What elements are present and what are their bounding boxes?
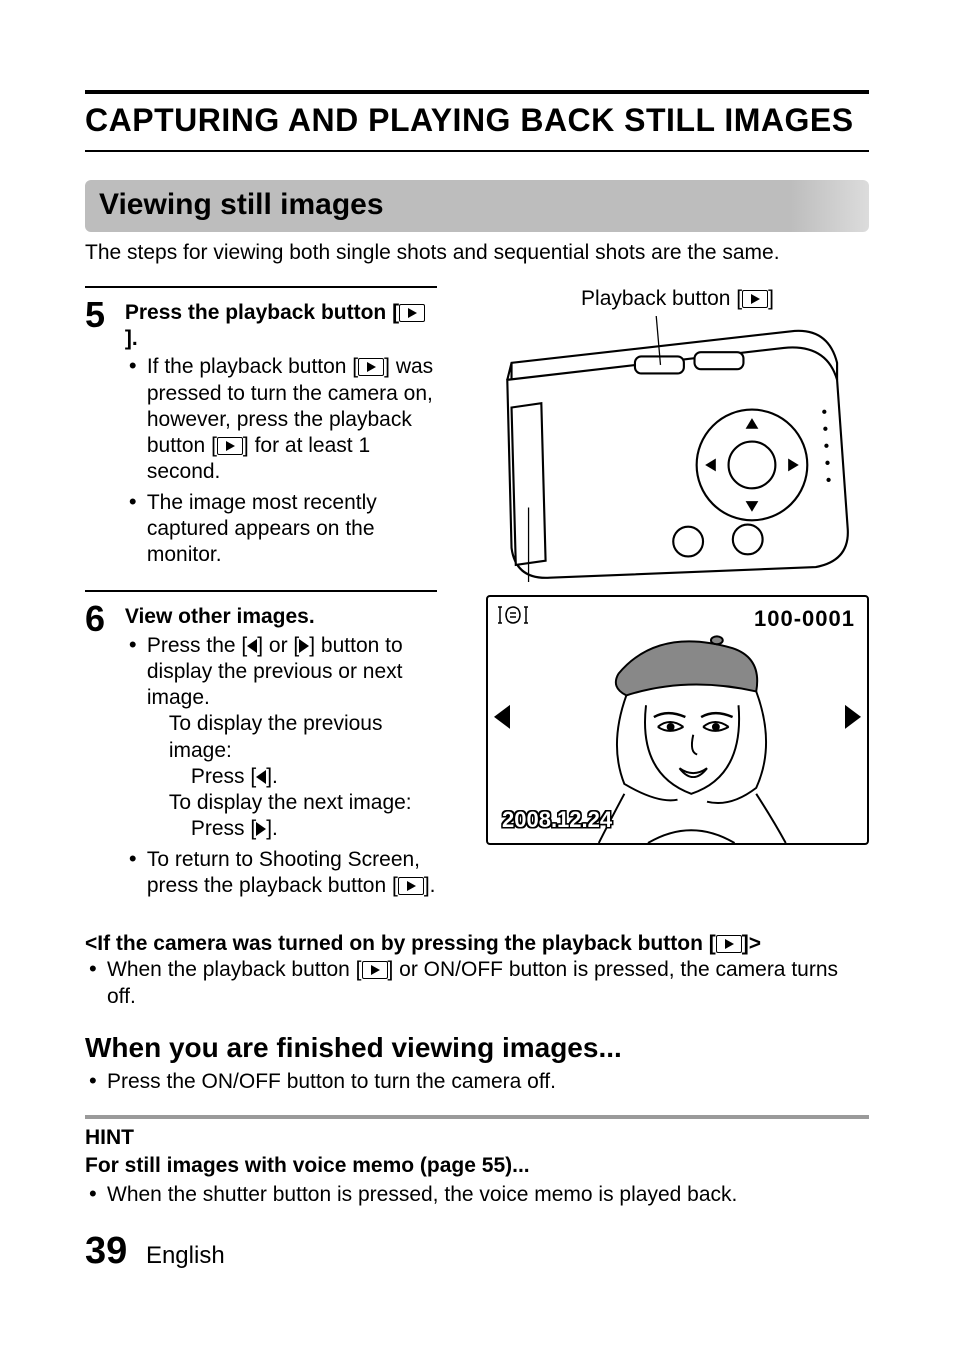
- t: ]>: [742, 932, 761, 955]
- playback-icon: [362, 961, 388, 979]
- t: If the playback button [: [147, 355, 358, 378]
- playback-icon: [358, 358, 384, 376]
- playback-icon: [399, 304, 425, 322]
- t: ].: [424, 874, 436, 897]
- chapter-title: CAPTURING AND PLAYING BACK STILL IMAGES: [85, 90, 869, 152]
- finished-heading: When you are finished viewing images...: [85, 1030, 869, 1065]
- next-image-arrow: [845, 705, 861, 735]
- note-heading: <If the camera was turned on by pressing…: [85, 931, 869, 957]
- language-label: English: [146, 1242, 225, 1269]
- playback-on-note: <If the camera was turned on by pressing…: [85, 931, 869, 1010]
- page-number: 39: [85, 1230, 127, 1272]
- t: When the playback button [: [107, 958, 362, 981]
- note-body: When the playback button [] or ON/OFF bu…: [107, 957, 869, 1010]
- camera-illustration: [486, 316, 869, 582]
- prev-action: Press [].: [147, 764, 437, 790]
- step-5: 5 Press the playback button []. If the p…: [85, 286, 437, 573]
- left-column: 5 Press the playback button []. If the p…: [85, 286, 468, 921]
- t: ].: [266, 817, 278, 840]
- left-arrow-icon: [256, 770, 266, 784]
- t: Press [: [191, 817, 256, 840]
- step6-bullet-2: To return to Shooting Screen, press the …: [147, 847, 437, 900]
- playback-icon: [217, 437, 243, 455]
- t: ]: [768, 287, 774, 310]
- playback-icon: [716, 935, 742, 953]
- next-label: To display the next image:: [147, 790, 437, 816]
- next-action: Press [].: [147, 816, 437, 842]
- t: Press [: [191, 765, 256, 788]
- step5-head-post: ].: [125, 327, 138, 350]
- hint-body: When the shutter button is pressed, the …: [107, 1182, 869, 1208]
- step5-bullet-1: If the playback button [] was pressed to…: [147, 354, 437, 485]
- hint-separator: [85, 1115, 869, 1119]
- step5-bullet-2: The image most recently captured appears…: [147, 490, 437, 569]
- t: To return to Shooting Screen, press the …: [147, 848, 420, 897]
- step-6: 6 View other images. Press the [] or [] …: [85, 590, 437, 903]
- stabilizer-icon: [496, 603, 530, 634]
- t: Press the [: [147, 634, 247, 657]
- left-arrow-icon: [247, 639, 257, 653]
- step6-bullet-1: Press the [] or [] button to display the…: [147, 633, 437, 843]
- t: Playback button [: [581, 287, 742, 310]
- playback-icon: [742, 290, 768, 308]
- intro-text: The steps for viewing both single shots …: [85, 240, 869, 266]
- prev-label: To display the previous image:: [147, 711, 437, 764]
- capture-date: 2008.12.24: [502, 806, 612, 834]
- step-5-number: 5: [85, 292, 119, 337]
- prev-image-arrow: [494, 705, 510, 735]
- step-6-number: 6: [85, 596, 119, 641]
- hint-label: HINT: [85, 1125, 869, 1151]
- t: ] or [: [257, 634, 299, 657]
- t: ].: [266, 765, 278, 788]
- page-footer: 39 English: [85, 1228, 225, 1276]
- hint-subhead: For still images with voice memo (page 5…: [85, 1153, 869, 1179]
- finished-body: Press the ON/OFF button to turn the came…: [107, 1069, 869, 1095]
- t: <If the camera was turned on by pressing…: [85, 932, 716, 955]
- camera-label: Playback button []: [486, 286, 869, 312]
- step-6-heading: View other images.: [125, 604, 437, 630]
- section-heading: Viewing still images: [85, 180, 869, 232]
- lcd-screen: 100-0001 2008.12.24: [486, 595, 869, 845]
- playback-icon: [398, 877, 424, 895]
- right-arrow-icon: [299, 639, 309, 653]
- right-arrow-icon: [256, 822, 266, 836]
- step-5-heading: Press the playback button [].: [125, 300, 437, 353]
- file-number: 100-0001: [754, 605, 855, 633]
- right-column: Playback button []: [486, 286, 869, 921]
- step5-head-pre: Press the playback button [: [125, 301, 399, 324]
